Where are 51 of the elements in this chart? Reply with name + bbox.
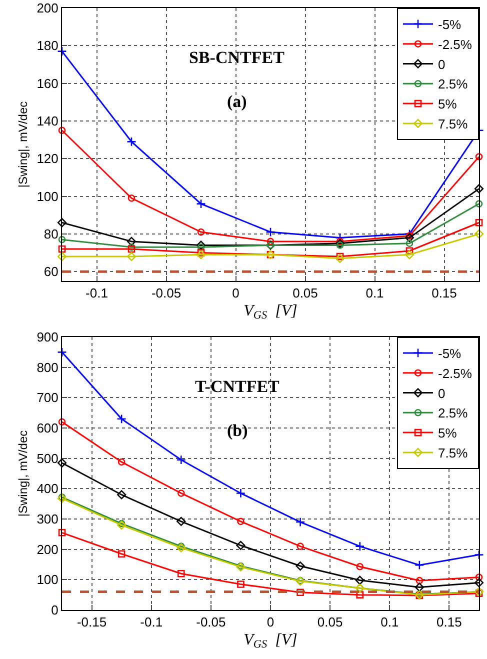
y-tick-label: 400	[36, 481, 58, 496]
y-tick-label: 300	[36, 512, 58, 527]
x-tick-label: 0	[232, 286, 240, 301]
legend-label: 7.5%	[438, 446, 468, 461]
x-tick-label: -0.05	[196, 614, 226, 630]
y-tick-label: 160	[36, 76, 58, 91]
annotation: SB-CNTFET	[189, 48, 286, 67]
legend-label: 0	[438, 386, 446, 401]
x-tick-label: -0.1	[140, 614, 163, 630]
y-axis-title: |Swing|, mV/dec	[16, 101, 30, 188]
y-tick-label: 600	[36, 420, 58, 436]
y-tick-label: 200	[36, 542, 58, 557]
x-tick-label: 0.1	[380, 614, 399, 630]
x-tick-label: 0	[266, 614, 274, 630]
y-tick-label: 140	[36, 114, 58, 129]
y-tick-label: 900	[36, 330, 58, 345]
legend-label: -5%	[438, 17, 462, 32]
x-axis-title: V$_{GS}$ [V]	[244, 631, 298, 651]
x-tick-label: 0.1	[366, 286, 384, 301]
legend-label: 5%	[438, 426, 458, 441]
x-tick-label: -0.15	[76, 614, 107, 630]
y-axis-title: |Swing|, mV/dec	[16, 430, 30, 517]
x-tick-label: -0.1	[86, 286, 108, 301]
x-axis-title: V$_{GS}$ [V]	[244, 302, 298, 322]
annotation: T-CNTFET	[195, 377, 280, 396]
y-tick-label: 800	[36, 360, 58, 375]
y-tick-label: 100	[36, 572, 58, 588]
y-tick-label: 120	[36, 151, 58, 166]
legend-label: -2.5%	[438, 36, 472, 52]
y-tick-label: 500	[36, 450, 58, 466]
legend-label: 2.5%	[438, 406, 468, 421]
y-tick-label: 100	[36, 188, 58, 204]
x-tick-label: 0.05	[317, 614, 343, 630]
y-tick-label: 0	[51, 602, 58, 618]
y-tick-label: 180	[36, 38, 58, 54]
y-tick-label: 80	[44, 226, 58, 242]
x-tick-label: -0.05	[151, 286, 182, 301]
legend-label: 0	[438, 56, 446, 72]
y-tick-label: 200	[36, 0, 58, 16]
y-tick-label: 700	[36, 390, 58, 406]
legend-label: 7.5%	[438, 116, 468, 132]
x-tick-label: 0.15	[436, 614, 462, 630]
annotation: (a)	[227, 92, 247, 111]
annotation: (b)	[227, 421, 248, 440]
x-tick-label: 0.15	[432, 286, 457, 301]
legend-label: -2.5%	[438, 366, 472, 381]
y-tick-label: 60	[44, 264, 58, 280]
legend-label: 5%	[438, 96, 458, 112]
legend-label: 2.5%	[438, 76, 468, 92]
legend-label: -5%	[438, 346, 462, 362]
x-tick-label: 0.05	[292, 286, 318, 301]
